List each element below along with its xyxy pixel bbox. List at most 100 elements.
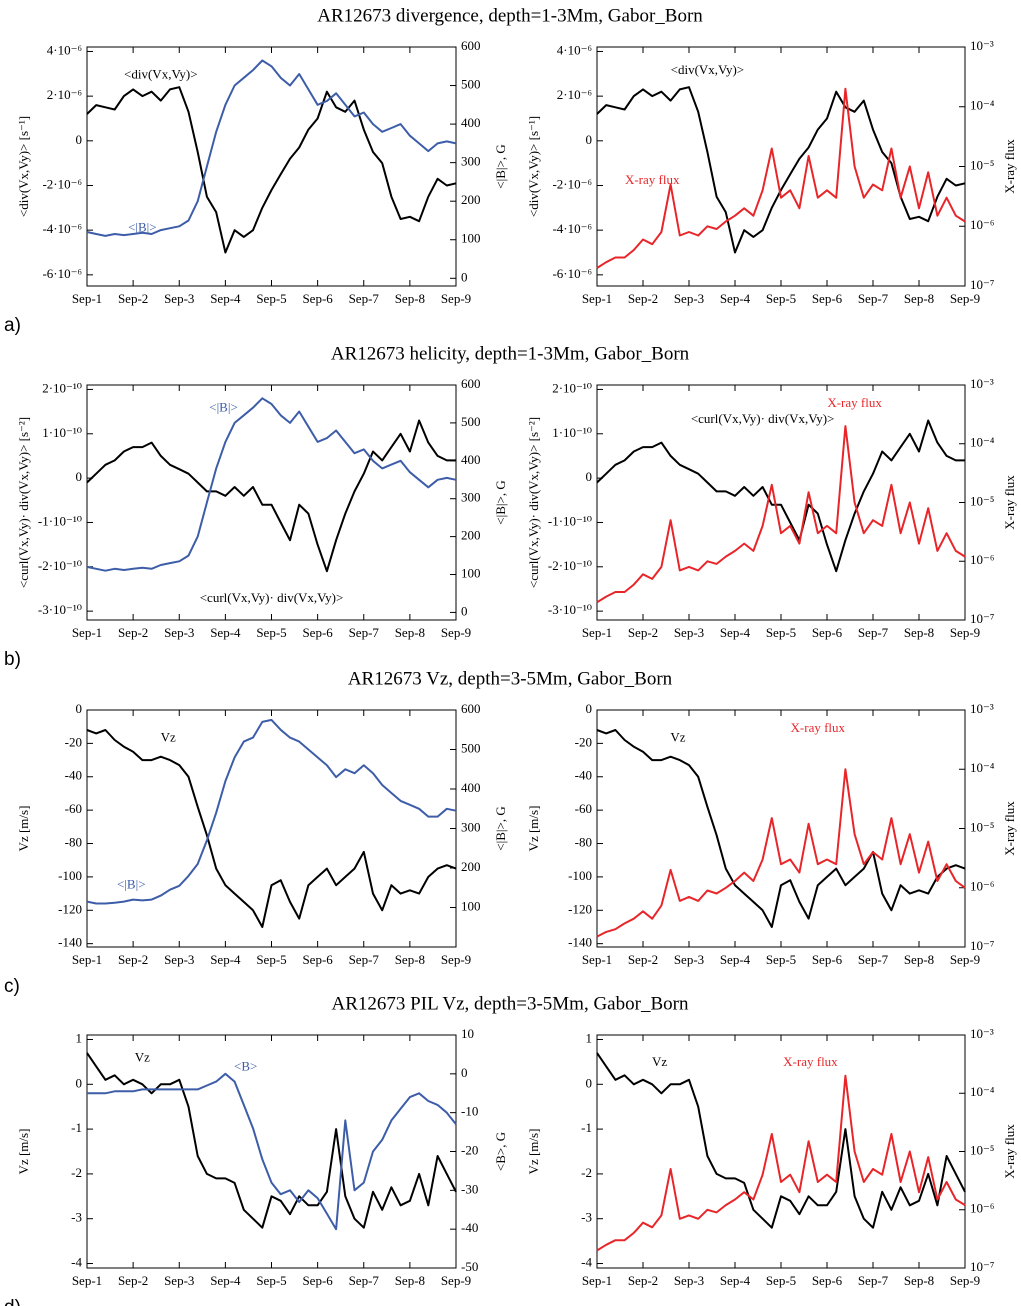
y2-tick-label: 600	[461, 701, 481, 716]
y-tick-label: -3	[71, 1210, 82, 1225]
y2-tick-label: 600	[461, 376, 481, 391]
y-tick-label: -2	[71, 1165, 82, 1180]
y-tick-label: -2·10⁻¹⁰	[38, 558, 82, 573]
y2-tick-label: 10⁻⁵	[970, 493, 994, 508]
x-tick-label: Sep-5	[766, 952, 796, 967]
y-tick-label: -4	[581, 1255, 592, 1270]
y2-axis-label: <|B|>, G	[493, 480, 508, 524]
y-tick-label: -20	[65, 734, 82, 749]
series-label: Vz	[670, 729, 685, 744]
plot-frame	[596, 384, 966, 621]
series-label: <|B|>	[117, 876, 146, 891]
x-tick-label: Sep-3	[674, 1273, 704, 1288]
x-tick-label: Sep-3	[674, 952, 704, 967]
x-tick-label: Sep-9	[950, 1273, 980, 1288]
y-tick-label: -2·10⁻⁶	[552, 176, 592, 191]
y-tick-label: -2·10⁻⁶	[42, 176, 82, 191]
x-tick-label: Sep-3	[674, 291, 704, 306]
y2-axis-label: <|B|>, G	[493, 144, 508, 188]
x-tick-label: Sep-9	[441, 952, 471, 967]
plot-frame	[596, 46, 966, 287]
x-tick-label: Sep-5	[256, 291, 286, 306]
y2-tick-label: 10⁻⁴	[970, 1084, 995, 1099]
y-tick-label: -100	[58, 868, 82, 883]
y2-tick-label: 100	[461, 566, 481, 581]
x-tick-label: Sep-5	[256, 952, 286, 967]
x-tick-label: Sep-4	[210, 1273, 241, 1288]
series-label: <B>	[234, 1059, 257, 1074]
y2-tick-label: 10⁻³	[970, 1026, 994, 1041]
y-tick-label: -4·10⁻⁶	[42, 221, 82, 236]
row-title: AR12673 Vz, depth=3-5Mm, Gabor_Born	[348, 668, 673, 689]
y-axis-label: Vz [m/s]	[16, 1129, 31, 1175]
x-tick-label: Sep-8	[395, 625, 425, 640]
panel-label: d)	[4, 1297, 21, 1306]
x-tick-label: Sep-8	[904, 1273, 934, 1288]
series-line	[596, 87, 966, 269]
x-tick-label: Sep-5	[256, 625, 286, 640]
plot-frame	[86, 1034, 457, 1269]
y-axis-label: <div(Vx,Vy)> [s⁻¹]	[526, 116, 541, 217]
y2-tick-label: 10⁻³	[970, 701, 994, 716]
y2-tick-label: 10⁻⁷	[970, 277, 994, 292]
x-tick-label: Sep-2	[118, 625, 148, 640]
y-tick-label: -120	[58, 901, 82, 916]
y-tick-label: -3·10⁻¹⁰	[548, 602, 592, 617]
series-label: X-ray flux	[791, 720, 846, 735]
x-tick-label: Sep-5	[766, 625, 796, 640]
y-tick-label: -6·10⁻⁶	[42, 266, 82, 281]
y-tick-label: -2	[581, 1165, 592, 1180]
x-tick-label: Sep-3	[164, 625, 194, 640]
series-label: Vz	[135, 1049, 150, 1064]
y2-tick-label: 10⁻⁶	[970, 552, 994, 567]
x-tick-label: Sep-1	[582, 291, 612, 306]
series-line	[86, 1052, 457, 1229]
x-tick-label: Sep-5	[766, 1273, 796, 1288]
y-tick-label: 1	[76, 1030, 83, 1045]
x-tick-label: Sep-8	[904, 625, 934, 640]
y-tick-label: -20	[575, 734, 592, 749]
y2-tick-label: 10⁻³	[970, 376, 994, 391]
series-line	[596, 729, 966, 928]
series-label: X-ray flux	[625, 172, 680, 187]
y-tick-label: -3	[581, 1210, 592, 1225]
series-label: Vz	[652, 1054, 667, 1069]
y-tick-label: 4·10⁻⁶	[47, 42, 82, 57]
series-label: <|B|>	[209, 399, 238, 414]
x-tick-label: Sep-4	[720, 1273, 751, 1288]
y-tick-label: -80	[65, 835, 82, 850]
y-tick-label: 0	[586, 132, 593, 147]
x-tick-label: Sep-8	[395, 291, 425, 306]
x-tick-label: Sep-7	[858, 952, 889, 967]
x-tick-label: Sep-4	[720, 952, 751, 967]
x-tick-label: Sep-4	[720, 625, 751, 640]
y-axis-label: <div(Vx,Vy)> [s⁻¹]	[16, 116, 31, 217]
y2-tick-label: 10⁻⁵	[970, 157, 994, 172]
x-tick-label: Sep-1	[582, 952, 612, 967]
row-title: AR12673 divergence, depth=1-3Mm, Gabor_B…	[317, 5, 703, 26]
y-tick-label: 0	[76, 1075, 83, 1090]
y2-tick-label: 10⁻⁶	[970, 1201, 994, 1216]
y-tick-label: -120	[568, 901, 592, 916]
series-label: X-ray flux	[827, 395, 882, 410]
x-tick-label: Sep-4	[210, 625, 241, 640]
series-label: X-ray flux	[783, 1054, 838, 1069]
series-line	[86, 729, 457, 928]
x-tick-label: Sep-3	[674, 625, 704, 640]
y2-tick-label: 10⁻⁶	[970, 879, 994, 894]
x-tick-label: Sep-6	[812, 952, 843, 967]
y-tick-label: -1	[581, 1120, 592, 1135]
plot-frame	[596, 1034, 966, 1269]
x-tick-label: Sep-8	[395, 952, 425, 967]
x-tick-label: Sep-7	[349, 1273, 380, 1288]
x-tick-label: Sep-7	[349, 291, 380, 306]
x-tick-label: Sep-2	[628, 952, 658, 967]
series-line	[86, 419, 456, 573]
series-line	[86, 397, 457, 572]
y-tick-label: -1·10⁻¹⁰	[548, 513, 592, 528]
y2-tick-label: 500	[461, 414, 481, 429]
y-tick-label: 0	[586, 701, 593, 716]
x-tick-label: Sep-2	[118, 291, 148, 306]
y-axis-label: Vz [m/s]	[526, 1129, 541, 1175]
y2-tick-label: 10⁻³	[970, 38, 994, 53]
